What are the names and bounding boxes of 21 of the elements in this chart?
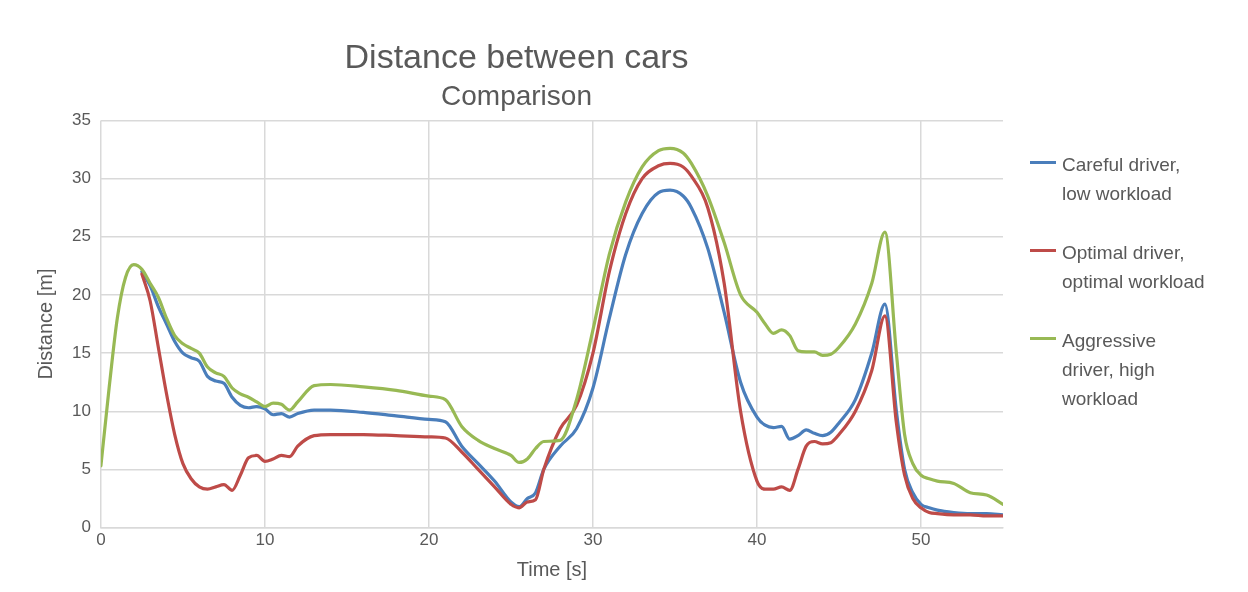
x-tick-label: 30: [583, 530, 603, 550]
y-axis-title: Distance [m]: [33, 268, 56, 380]
y-tick-label: 5: [81, 459, 91, 479]
x-tick-label: 50: [911, 530, 931, 550]
legend-label: Optimal driver, optimal workload: [1062, 241, 1206, 294]
x-tick-label: 20: [419, 530, 439, 550]
y-tick-label: 10: [71, 400, 91, 420]
y-tick-label: 35: [71, 110, 91, 130]
x-tick-label: 40: [747, 530, 767, 550]
x-axis-title: Time [s]: [516, 557, 588, 580]
y-tick-label: 15: [71, 342, 91, 362]
x-tick-label: 0: [96, 530, 106, 550]
y-tick-label: 0: [81, 517, 91, 537]
chart-subtitle: Comparison: [441, 80, 592, 112]
legend-label: Aggressive driver, high workload: [1062, 329, 1157, 411]
chart-title: Distance between cars: [344, 36, 689, 75]
y-tick-label: 20: [71, 284, 91, 304]
legend-label: Careful driver, low workload: [1062, 153, 1182, 206]
y-tick-label: 25: [71, 226, 91, 246]
x-tick-label: 10: [255, 530, 275, 550]
y-tick-label: 30: [71, 168, 91, 188]
